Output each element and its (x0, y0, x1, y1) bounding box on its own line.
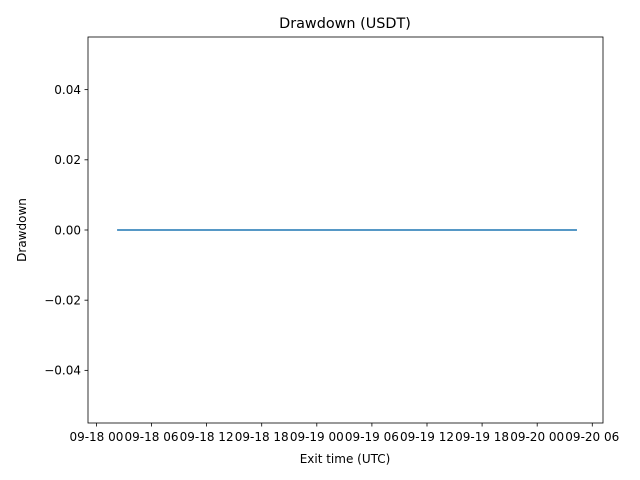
y-tick-label: −0.04 (44, 364, 81, 378)
y-tick-label: 0.02 (54, 153, 81, 167)
y-tick-label: −0.02 (44, 293, 81, 307)
y-tick-label: 0.04 (54, 83, 81, 97)
x-tick-label: 09-19 12 (400, 430, 454, 444)
x-tick-label: 09-18 12 (180, 430, 234, 444)
x-tick-label: 09-19 00 (290, 430, 344, 444)
x-tick-label: 09-20 06 (565, 430, 619, 444)
y-tick-label: 0.00 (54, 223, 81, 237)
x-tick-label: 09-18 18 (235, 430, 289, 444)
y-axis-label: Drawdown (15, 198, 29, 262)
x-tick-label: 09-20 00 (510, 430, 564, 444)
chart-title: Drawdown (USDT) (279, 16, 411, 32)
x-tick-label: 09-19 18 (455, 430, 509, 444)
x-tick-label: 09-18 06 (125, 430, 179, 444)
x-axis-label: Exit time (UTC) (300, 452, 391, 466)
plot-area (87, 36, 604, 424)
x-axis-ticks: 09-18 00 09-18 06 09-18 12 09-18 18 09-19 00… (69, 423, 619, 444)
x-tick-label: 09-18 00 (69, 430, 123, 444)
y-axis-ticks: −0.04 −0.02 0.00 0.02 0.04 (44, 83, 88, 378)
x-tick-label: 09-19 06 (345, 430, 399, 444)
